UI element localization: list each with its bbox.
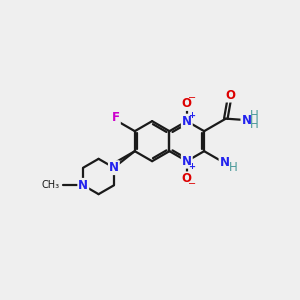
Text: +: + <box>188 111 195 120</box>
Text: N: N <box>78 179 88 192</box>
Text: N: N <box>182 115 192 128</box>
Text: F: F <box>112 111 120 124</box>
Text: H: H <box>228 161 237 174</box>
Text: H: H <box>250 109 259 122</box>
Text: O: O <box>182 172 192 185</box>
Text: H: H <box>250 118 259 131</box>
Text: O: O <box>182 97 192 110</box>
Text: +: + <box>188 162 195 171</box>
Text: N: N <box>182 155 192 168</box>
Text: N: N <box>109 161 119 174</box>
Text: N: N <box>242 114 251 127</box>
Text: O: O <box>226 88 236 102</box>
Text: −: − <box>188 94 196 103</box>
Text: −: − <box>188 179 196 189</box>
Text: N: N <box>220 157 230 169</box>
Text: CH₃: CH₃ <box>42 180 60 190</box>
